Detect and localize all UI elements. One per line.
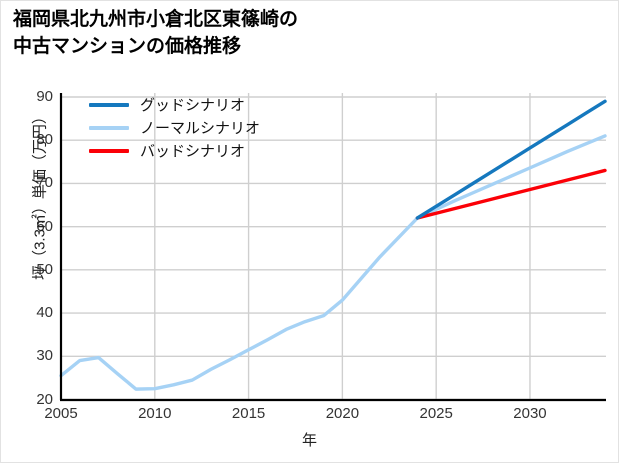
x-tick-label: 2010 — [138, 405, 172, 422]
legend-color-swatch — [89, 102, 129, 107]
x-axis-label: 年 — [301, 432, 317, 449]
series-line — [59, 134, 607, 391]
y-tick-label: 50 — [36, 260, 53, 278]
series-line — [415, 99, 607, 220]
series-lines — [59, 99, 607, 391]
legend-item[interactable]: ノーマルシナリオ — [89, 116, 260, 139]
y-tick-label: 90 — [36, 88, 53, 105]
legend-item[interactable]: バッドシナリオ — [89, 139, 260, 162]
legend-color-swatch — [89, 148, 129, 153]
x-tick-label: 2025 — [419, 405, 453, 422]
legend-item[interactable]: グッドシナリオ — [89, 93, 260, 116]
y-tick-label: 80 — [36, 131, 53, 149]
chart-legend: グッドシナリオ ノーマルシナリオ バッドシナリオ — [89, 93, 260, 162]
y-tick-label: 40 — [36, 304, 53, 322]
chart-title: 福岡県北九州市小倉北区東篠崎の 中古マンションの価格推移 — [13, 9, 299, 57]
legend-label: ノーマルシナリオ — [140, 120, 261, 137]
x-tick-label: 2030 — [513, 405, 547, 422]
legend-label: グッドシナリオ — [140, 97, 246, 114]
series-line — [415, 168, 607, 220]
x-tick-label: 2015 — [231, 405, 266, 422]
gridlines — [60, 93, 606, 401]
y-tick-label: 70 — [36, 174, 53, 192]
legend-color-swatch — [89, 125, 129, 130]
x-tick-label: 2005 — [44, 405, 78, 422]
legend-label: バッドシナリオ — [140, 143, 246, 160]
y-axis-label: 坪（3.3㎡）単価（万円） — [31, 109, 49, 280]
y-tick-label: 20 — [36, 390, 53, 408]
x-tick-label: 2020 — [325, 405, 360, 422]
y-tick-label: 60 — [36, 217, 53, 235]
y-tick-label: 30 — [36, 347, 53, 365]
